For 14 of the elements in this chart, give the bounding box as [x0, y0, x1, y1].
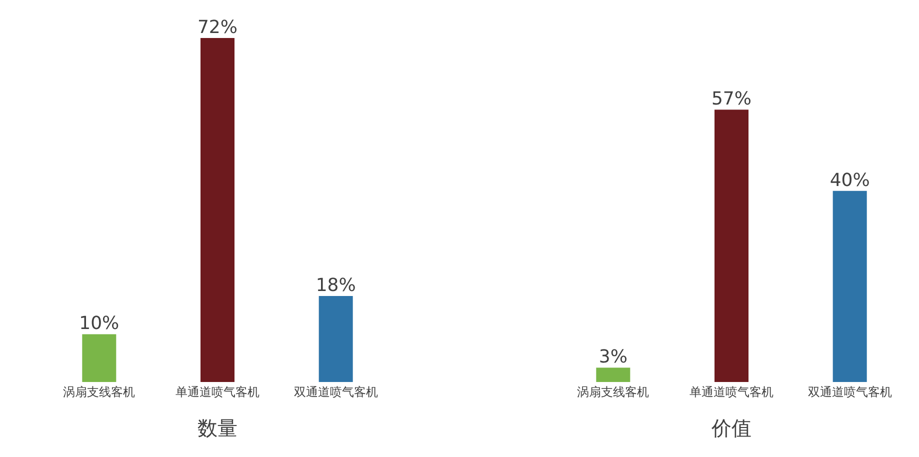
x-tick-label: 双通道喷气客机: [808, 385, 892, 399]
x-tick-label: 涡扇支线客机: [577, 385, 650, 399]
data-label: 10%: [79, 313, 120, 334]
data-label: 72%: [197, 17, 238, 38]
x-tick-label: 单通道喷气客机: [176, 385, 260, 399]
x-tick-label: 单通道喷气客机: [690, 385, 774, 399]
x-tick-label: 涡扇支线客机: [63, 385, 136, 399]
data-label: 57%: [711, 88, 752, 110]
x-axis-title: 数量: [198, 416, 238, 440]
x-tick-label: 双通道喷气客机: [294, 385, 378, 399]
data-label: 40%: [830, 170, 870, 191]
x-axis-title: 价值: [710, 416, 752, 440]
data-label: 18%: [316, 275, 356, 296]
data-label: 3%: [598, 346, 628, 368]
